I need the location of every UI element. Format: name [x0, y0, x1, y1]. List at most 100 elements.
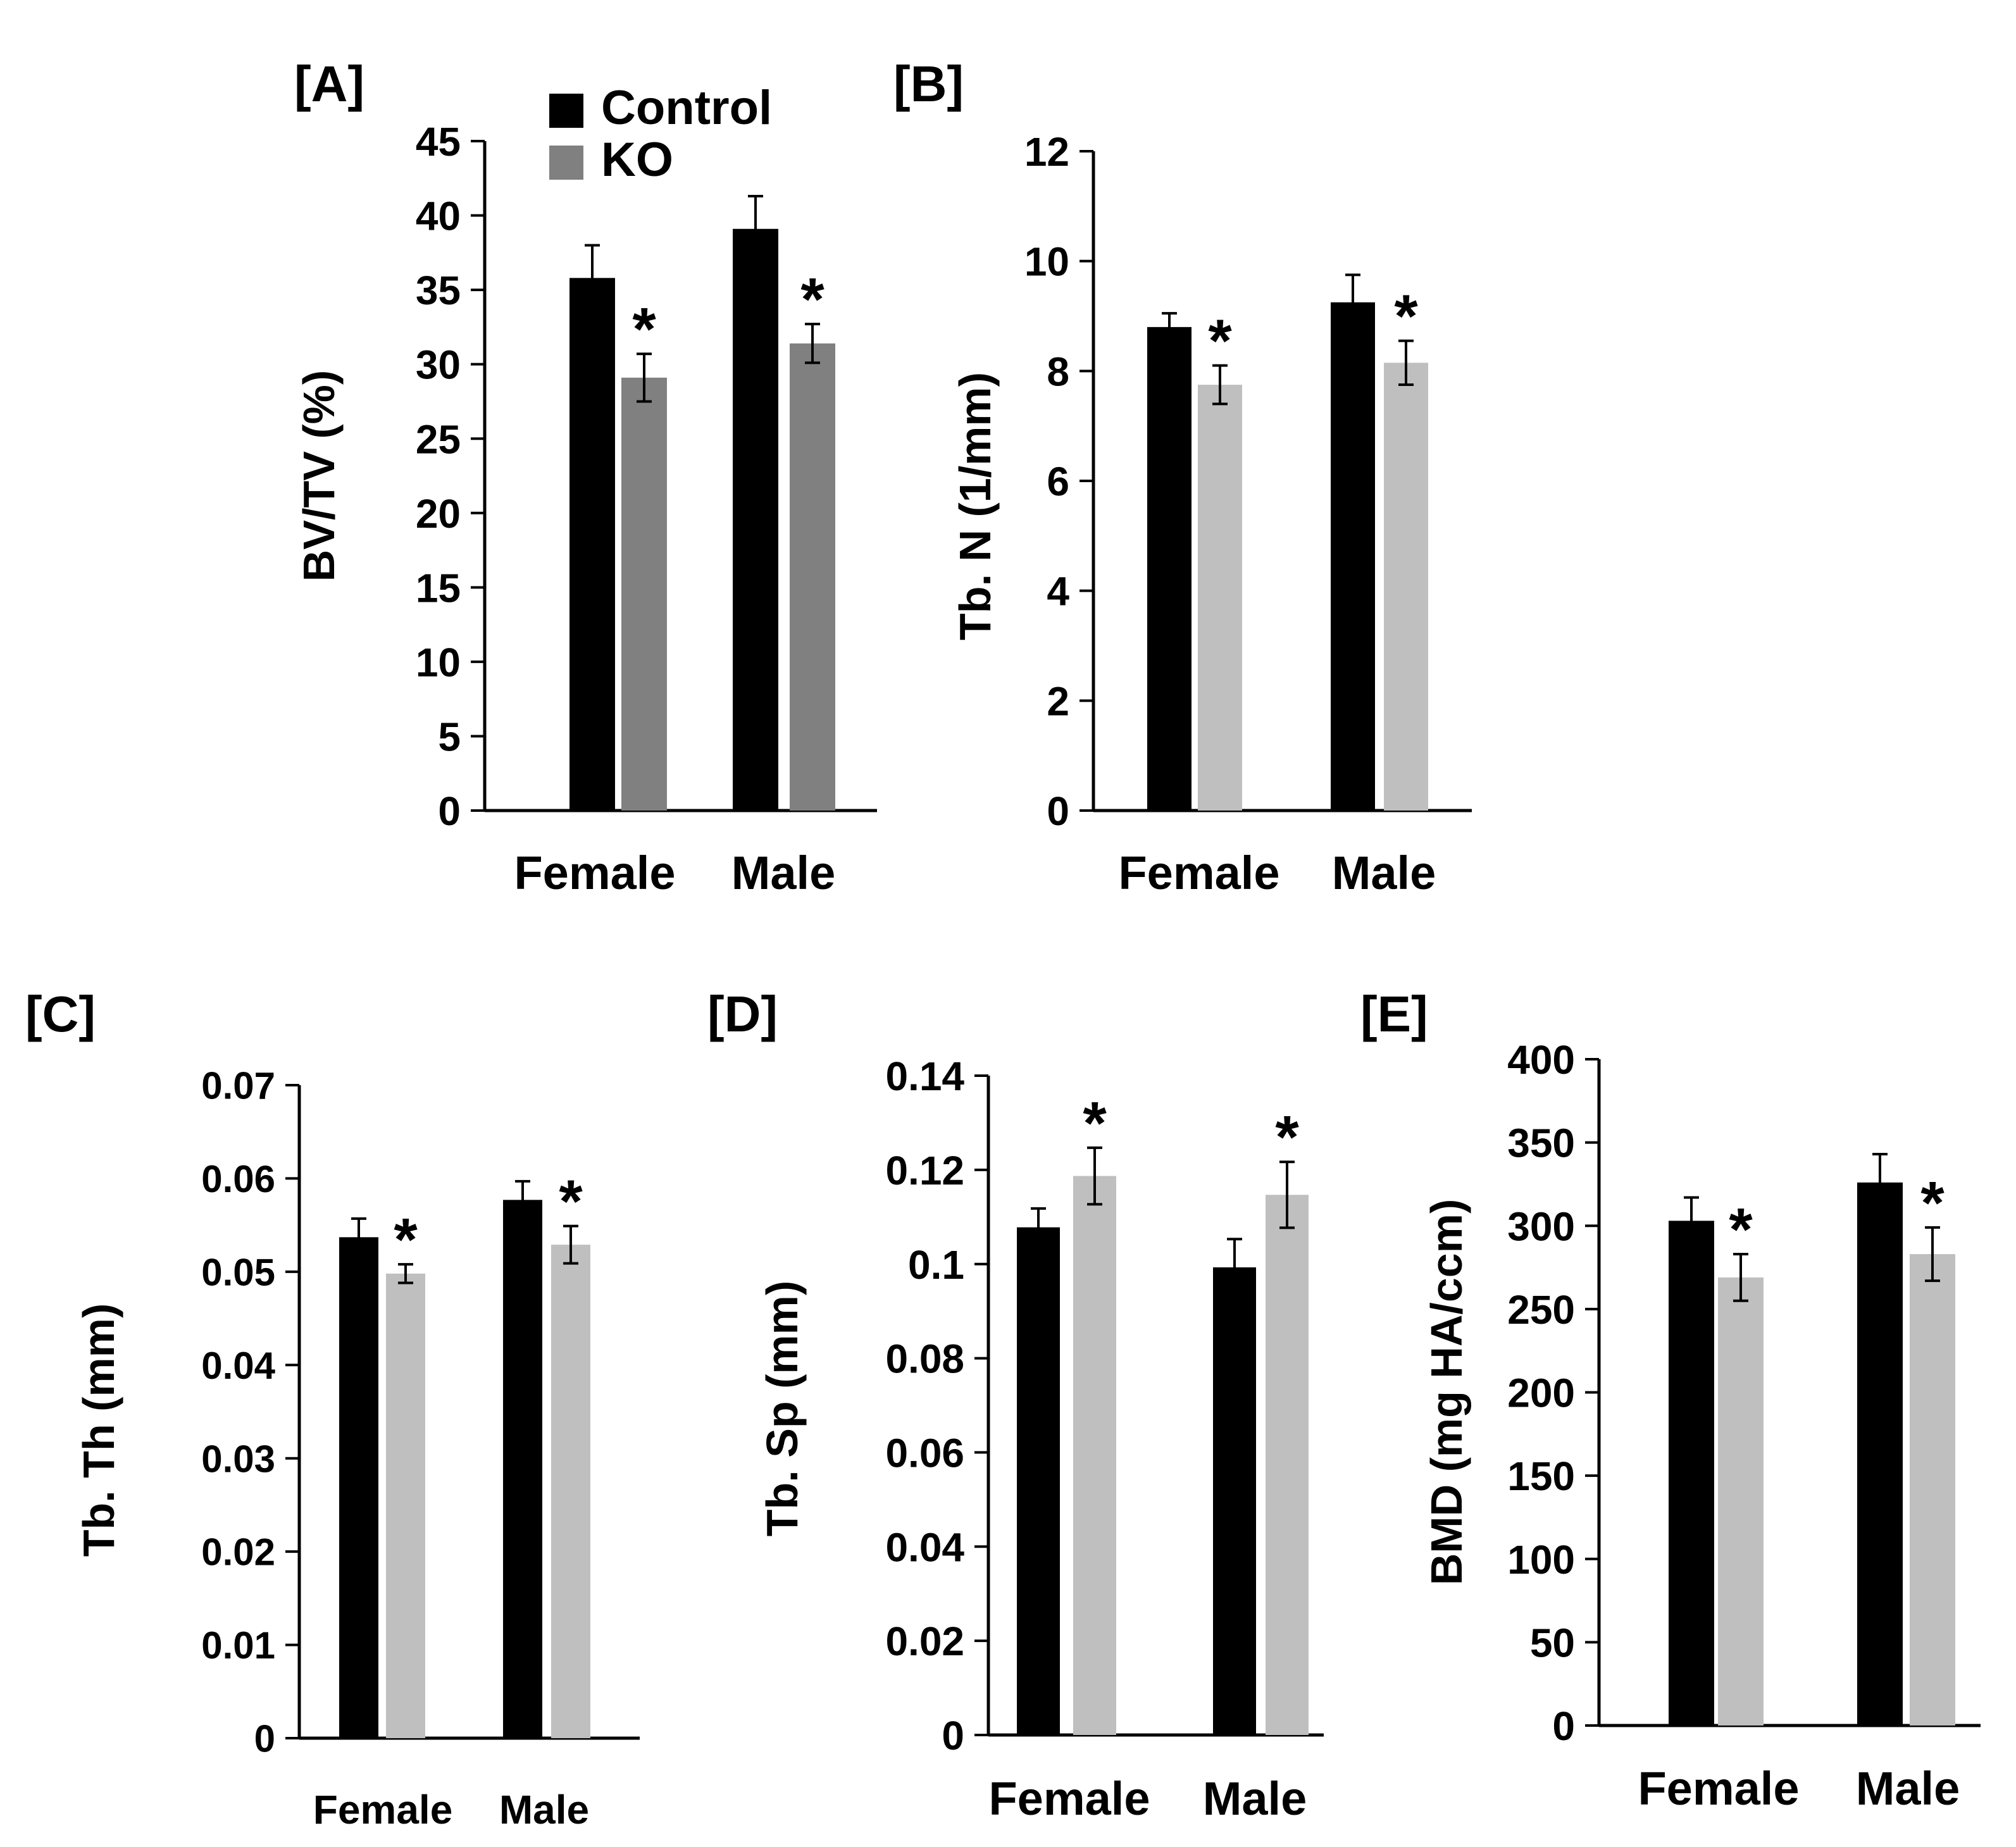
category-label: Female — [514, 847, 675, 899]
significance-marker: * — [1920, 1169, 1944, 1237]
bar — [1384, 363, 1428, 811]
y-tick-label: 10 — [416, 640, 461, 685]
panel-2: [B] 0 2 4 6 8 10 12 Tb. N (1/mm) * Female * Male — [893, 56, 1472, 899]
bar — [551, 1245, 590, 1738]
panel-label: [A] — [294, 56, 364, 112]
bar — [1910, 1254, 1955, 1726]
bar — [1213, 1267, 1256, 1735]
bar — [1073, 1176, 1116, 1735]
significance-marker: * — [559, 1168, 583, 1236]
y-tick-label: 0.06 — [885, 1430, 964, 1476]
y-tick-label: 40 — [416, 194, 461, 239]
bar — [339, 1237, 378, 1738]
category-label: Female — [988, 1772, 1150, 1825]
y-tick-label: 0.03 — [201, 1438, 275, 1480]
y-tick-label: 0 — [1552, 1703, 1575, 1749]
y-tick-label: 8 — [1047, 349, 1069, 394]
panel-label: [E] — [1360, 986, 1428, 1042]
bar — [1017, 1227, 1060, 1735]
y-tick-label: 0.06 — [201, 1158, 275, 1200]
legend-swatch — [549, 146, 583, 180]
legend-label: KO — [601, 133, 673, 187]
y-tick-label: 45 — [416, 119, 461, 165]
y-tick-label: 35 — [416, 268, 461, 313]
significance-marker: * — [1083, 1090, 1107, 1157]
significance-marker: * — [632, 295, 656, 363]
category-label: Female — [1118, 847, 1279, 899]
bar — [503, 1200, 542, 1738]
y-tick-label: 0.04 — [885, 1524, 964, 1570]
bar — [1266, 1195, 1309, 1735]
y-tick-label: 150 — [1507, 1453, 1575, 1499]
y-tick-label: 2 — [1047, 678, 1069, 724]
y-tick-label: 0 — [942, 1713, 964, 1758]
bar — [1669, 1221, 1714, 1726]
legend-swatch — [549, 94, 583, 128]
bar — [621, 377, 667, 811]
y-axis-label: Tb. N (1/mm) — [950, 372, 1000, 640]
y-axis-label: BMD (mg HA/ccm) — [1422, 1199, 1471, 1586]
y-tick-label: 12 — [1024, 129, 1069, 175]
significance-marker: * — [394, 1206, 418, 1274]
y-tick-label: 0.07 — [201, 1065, 275, 1107]
panel-label: [D] — [707, 986, 778, 1042]
y-tick-label: 0.14 — [885, 1054, 964, 1099]
y-axis-label: Tb. Th (mm) — [74, 1303, 123, 1557]
bar — [569, 278, 615, 811]
significance-marker: * — [800, 266, 824, 333]
y-tick-label: 100 — [1507, 1537, 1575, 1583]
bar — [1198, 385, 1242, 811]
panel-4: [D] 0 0.02 0.04 0.06 0.08 0.1 0.12 0.14 Tb. Sp (m… — [707, 986, 1324, 1825]
bar — [1857, 1182, 1903, 1726]
y-tick-label: 5 — [438, 714, 461, 759]
category-label: Male — [1203, 1772, 1307, 1825]
y-tick-label: 0.12 — [885, 1148, 964, 1193]
panel-3: [C] 0 0.01 0.02 0.03 0.04 0.05 0.06 0.07 Tb. Th (… — [25, 986, 640, 1832]
y-tick-label: 350 — [1507, 1121, 1575, 1166]
y-tick-label: 4 — [1047, 569, 1069, 614]
y-tick-label: 0.01 — [201, 1624, 275, 1667]
y-tick-label: 0 — [1047, 788, 1069, 834]
y-tick-label: 400 — [1507, 1037, 1575, 1083]
category-label: Female — [313, 1787, 453, 1832]
y-tick-label: 6 — [1047, 459, 1069, 504]
significance-marker: * — [1729, 1196, 1753, 1264]
significance-marker: * — [1394, 283, 1418, 351]
bar — [790, 343, 835, 811]
panel-label: [C] — [25, 986, 96, 1042]
category-label: Male — [499, 1787, 589, 1832]
y-tick-label: 200 — [1507, 1371, 1575, 1416]
legend-label: Control — [601, 81, 772, 135]
bar — [386, 1273, 425, 1738]
y-tick-label: 15 — [416, 565, 461, 611]
y-tick-label: 0 — [254, 1718, 275, 1760]
y-tick-label: 250 — [1507, 1287, 1575, 1333]
y-tick-label: 0 — [438, 788, 461, 834]
y-tick-label: 25 — [416, 416, 461, 462]
bar — [1331, 302, 1375, 811]
significance-marker: * — [1208, 308, 1232, 375]
y-axis-label: BV/TV (%) — [294, 370, 344, 581]
category-label: Female — [1638, 1762, 1799, 1815]
y-tick-label: 0.08 — [885, 1336, 964, 1382]
y-tick-label: 0.04 — [201, 1345, 275, 1387]
bar — [733, 228, 778, 811]
category-label: Male — [731, 847, 836, 899]
y-tick-label: 10 — [1024, 239, 1069, 285]
bar — [1147, 326, 1192, 811]
y-tick-label: 0.05 — [201, 1251, 275, 1293]
panel-1: [A] 0 5 10 15 20 25 30 35 40 45 BV/TV (%) * Female * Ma… — [294, 56, 877, 899]
y-axis-label: Tb. Sp (mm) — [757, 1281, 807, 1536]
category-label: Male — [1332, 847, 1436, 899]
panel-5: [E] 0 50 100 150 200 250 300 350 400 BMD (mg HA/cc… — [1360, 986, 1981, 1815]
y-tick-label: 0.02 — [885, 1619, 964, 1664]
significance-marker: * — [1275, 1104, 1299, 1171]
y-tick-label: 20 — [416, 491, 461, 537]
bar — [1718, 1277, 1764, 1726]
y-tick-label: 300 — [1507, 1203, 1575, 1249]
y-tick-label: 30 — [416, 342, 461, 388]
y-tick-label: 50 — [1530, 1620, 1575, 1665]
y-tick-label: 0.1 — [908, 1242, 964, 1288]
